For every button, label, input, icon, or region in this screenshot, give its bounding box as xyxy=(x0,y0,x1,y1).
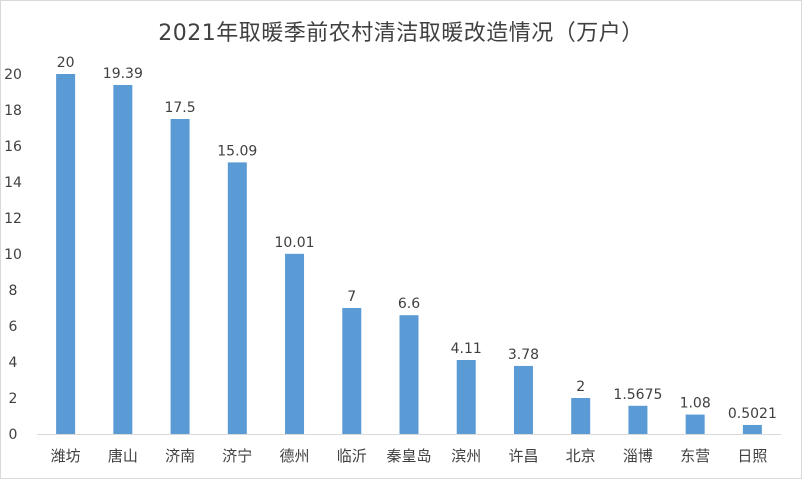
data-label: 0.5021 xyxy=(728,406,777,422)
chart-title: 2021年取暖季前农村清洁取暖改造情况（万户） xyxy=(158,21,644,46)
category-label: 德州 xyxy=(280,447,310,465)
bar xyxy=(56,74,76,434)
category-label: 济宁 xyxy=(222,447,252,465)
y-tick-label: 12 xyxy=(4,211,22,227)
data-label: 17.5 xyxy=(164,100,195,116)
bar xyxy=(513,365,533,434)
category-label: 滨州 xyxy=(451,447,481,465)
bar xyxy=(170,119,190,434)
data-label: 15.09 xyxy=(217,143,257,159)
category-label: 许昌 xyxy=(508,447,538,465)
bar xyxy=(685,414,705,434)
y-tick-label: 18 xyxy=(4,103,22,119)
y-tick-label: 14 xyxy=(4,175,22,191)
y-tick-label: 0 xyxy=(9,427,18,443)
data-label: 1.08 xyxy=(680,396,711,412)
data-label: 10.01 xyxy=(274,235,314,251)
y-tick-label: 2 xyxy=(9,391,18,407)
data-label: 2 xyxy=(576,379,585,395)
y-tick-label: 10 xyxy=(4,247,22,263)
bar xyxy=(456,360,476,434)
y-tick-label: 20 xyxy=(4,67,22,83)
bar xyxy=(227,162,247,434)
bar xyxy=(399,315,419,434)
category-label: 东营 xyxy=(680,447,710,465)
y-tick-label: 16 xyxy=(4,139,22,155)
data-label: 3.78 xyxy=(508,347,539,363)
category-label: 淄博 xyxy=(623,447,653,465)
category-label: 日照 xyxy=(737,447,767,465)
category-label: 北京 xyxy=(566,447,596,465)
category-label: 秦皇岛 xyxy=(386,447,431,465)
category-label: 唐山 xyxy=(108,447,138,465)
data-label: 1.5675 xyxy=(613,387,662,403)
category-label: 潍坊 xyxy=(51,447,81,465)
y-tick-label: 4 xyxy=(9,355,18,371)
data-label: 6.6 xyxy=(398,296,420,312)
bar xyxy=(285,253,305,434)
data-label: 20 xyxy=(57,55,75,71)
y-tick-label: 8 xyxy=(9,283,18,299)
data-label: 7 xyxy=(347,289,356,305)
bar xyxy=(742,424,762,434)
y-tick-label: 6 xyxy=(9,319,18,335)
bar xyxy=(628,405,648,434)
bar xyxy=(342,308,362,434)
category-label: 临沂 xyxy=(337,447,367,465)
bar xyxy=(571,398,591,434)
bar xyxy=(113,84,133,434)
data-label: 19.39 xyxy=(103,66,143,82)
category-label: 济南 xyxy=(165,447,195,465)
data-label: 4.11 xyxy=(451,341,482,357)
